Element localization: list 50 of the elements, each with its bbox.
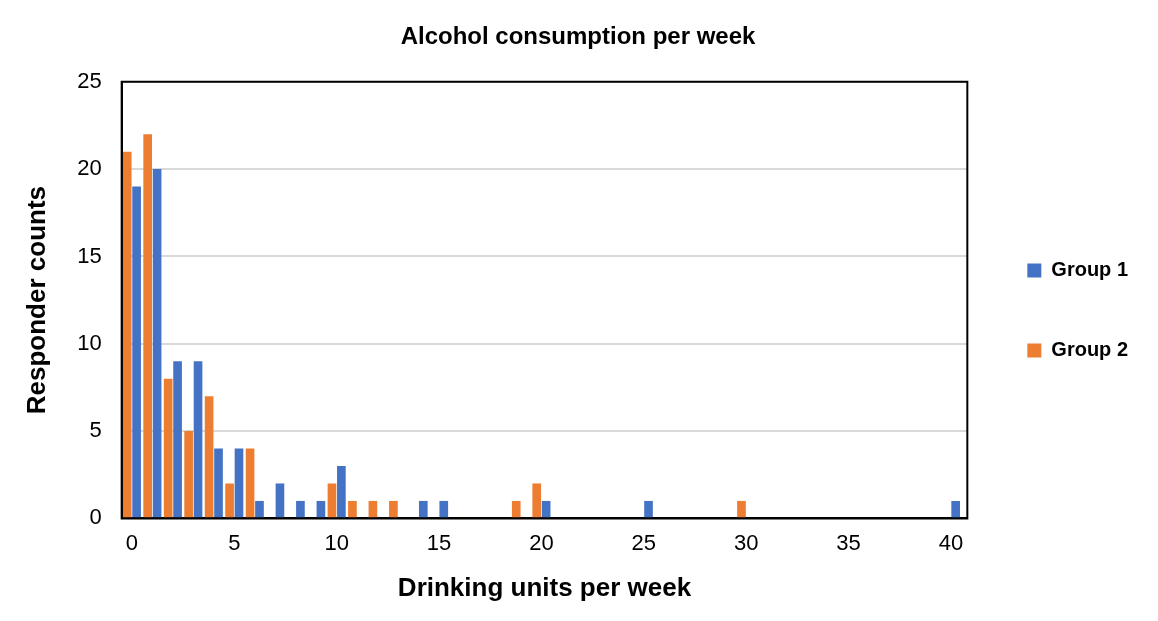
x-tick-label: 30 bbox=[733, 529, 759, 555]
bar bbox=[143, 134, 153, 518]
x-tick-label: 25 bbox=[631, 529, 657, 555]
bar bbox=[348, 500, 357, 518]
bar bbox=[737, 500, 746, 518]
y-tick-label: 15 bbox=[77, 242, 102, 268]
bar bbox=[132, 186, 141, 518]
bar bbox=[296, 500, 305, 518]
y-tick-label: 25 bbox=[77, 67, 102, 93]
x-tick-label: 40 bbox=[938, 529, 964, 555]
legend-label: Group 2 bbox=[1051, 338, 1128, 361]
bar bbox=[163, 378, 173, 518]
bar bbox=[368, 500, 378, 518]
x-tick-label: 0 bbox=[125, 529, 139, 555]
bar bbox=[225, 483, 234, 518]
bar bbox=[152, 169, 162, 518]
x-tick-label: 15 bbox=[426, 529, 452, 555]
y-tick-label: 0 bbox=[89, 504, 102, 530]
legend-label: Group 1 bbox=[1051, 258, 1128, 281]
y-axis-title: Responder counts bbox=[20, 185, 51, 415]
x-tick-label: 35 bbox=[836, 529, 861, 555]
bar bbox=[418, 500, 428, 518]
bar bbox=[337, 466, 346, 518]
x-axis-title: Drinking units per week bbox=[397, 571, 692, 602]
bar bbox=[511, 500, 521, 518]
y-tick-label: 20 bbox=[77, 155, 102, 181]
bar bbox=[245, 448, 255, 518]
bar bbox=[255, 500, 264, 518]
bar bbox=[214, 448, 223, 518]
chart-title: Alcohol consumption per week bbox=[400, 22, 757, 50]
bar bbox=[173, 361, 182, 518]
bar bbox=[316, 500, 326, 518]
bar bbox=[275, 483, 285, 518]
bar bbox=[193, 361, 203, 518]
x-tick-label: 10 bbox=[324, 529, 349, 555]
bar bbox=[532, 483, 542, 518]
y-tick-label: 10 bbox=[77, 329, 102, 355]
bar bbox=[439, 500, 449, 518]
bar bbox=[389, 500, 398, 518]
bar bbox=[184, 431, 193, 518]
bar bbox=[204, 396, 214, 518]
bar bbox=[951, 500, 960, 518]
x-tick-label: 20 bbox=[529, 529, 554, 555]
bar bbox=[122, 151, 132, 518]
x-tick-label: 5 bbox=[228, 529, 241, 555]
bar bbox=[234, 448, 244, 518]
bar bbox=[541, 500, 551, 518]
y-tick-label: 5 bbox=[89, 417, 102, 443]
bar bbox=[327, 483, 337, 518]
bar bbox=[644, 500, 653, 518]
